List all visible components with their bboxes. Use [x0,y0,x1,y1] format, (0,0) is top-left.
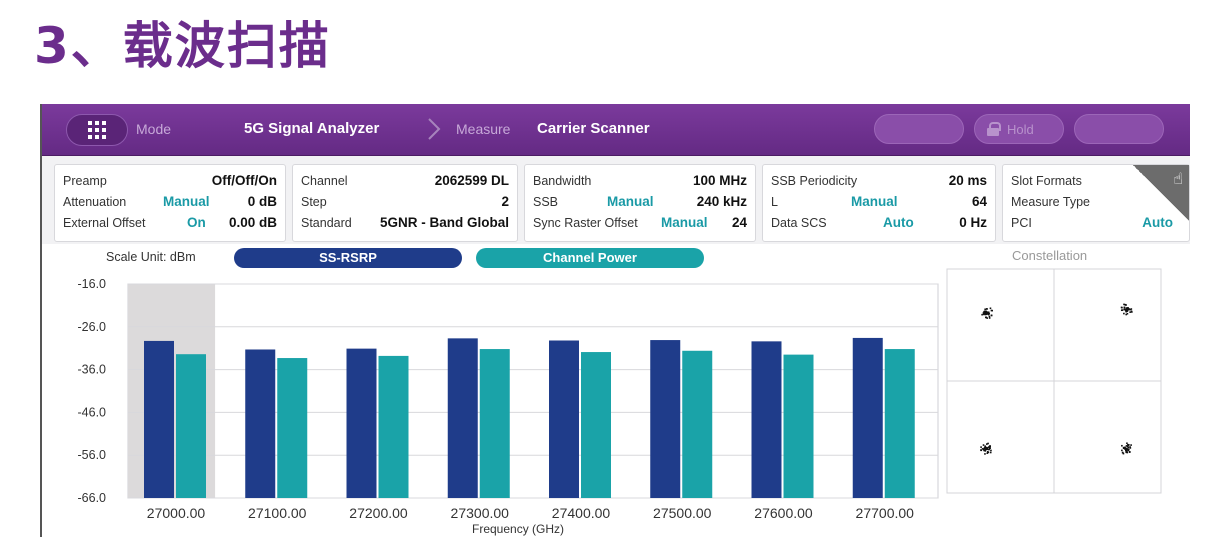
ssb-periodicity-value: 20 ms [948,173,987,188]
sync-raster-offset-value: 24 [731,215,747,230]
x-axis-label: Frequency (GHz) [472,522,565,536]
external-offset-label: External Offset [63,216,146,230]
x-tick-label: 27400.00 [552,505,611,521]
chevron-right-icon [428,118,441,140]
step-value: 2 [501,194,509,209]
x-tick-label: 27100.00 [248,505,307,521]
constellation-title: Constellation [1012,248,1088,263]
parameter-bar: Preamp Off/Off/On Attenuation Manual 0 d… [42,156,1190,244]
l-value: 64 [971,194,987,209]
standard-label: Standard [301,216,352,230]
x-tick-label: 27500.00 [653,505,712,521]
bar-ss-rsrp[interactable] [751,341,782,498]
ssb-label: SSB [533,195,559,209]
l-label: L [771,195,778,209]
attenuation-label: Attenuation [63,195,127,209]
panel-amplitude[interactable]: Preamp Off/Off/On Attenuation Manual 0 d… [54,164,286,242]
constellation-plot [946,268,1162,494]
ssb-value: 240 kHz [696,194,747,209]
y-tick-label: -56.0 [78,448,107,462]
bar-ss-rsrp[interactable] [144,340,174,498]
preamp-label: Preamp [63,174,107,188]
scale-unit-label: Scale Unit: dBm [106,250,196,264]
data-scs-mode: Auto [883,215,914,230]
mode-label: Mode [136,121,172,137]
panel-channel[interactable]: Channel 2062599 DL Step 2 Standard 5GNR … [292,164,518,242]
panel-slot[interactable]: Slot Formats Measure Type PCI Auto ☝ [1002,164,1190,242]
top-bar: Mode 5G Signal Analyzer Measure Carrier … [42,104,1190,156]
lock-icon [987,122,1001,136]
ssb-periodicity-label: SSB Periodicity [771,174,858,188]
bar-channel-power[interactable] [277,358,308,498]
panel-bandwidth[interactable]: Bandwidth 100 MHz SSB Manual 240 kHz Syn… [524,164,756,242]
instrument-screen: Mode 5G Signal Analyzer Measure Carrier … [40,104,1190,537]
bar-channel-power[interactable] [479,349,510,498]
hold-label: Hold [1007,121,1034,137]
measure-value[interactable]: Carrier Scanner [537,120,650,137]
x-tick-label: 27600.00 [754,505,813,521]
data-scs-label: Data SCS [771,216,827,230]
bar-channel-power[interactable] [378,355,409,498]
x-tick-label: 27000.00 [147,505,206,521]
menu-button[interactable] [66,114,128,146]
pci-label: PCI [1011,216,1032,230]
legend-ss-rsrp[interactable]: SS-RSRP [234,248,462,268]
grid-icon [88,121,106,139]
measure-type-label: Measure Type [1011,195,1090,209]
bar-ss-rsrp[interactable] [447,338,478,498]
bar-channel-power[interactable] [783,354,814,498]
bar-channel-power[interactable] [884,349,915,498]
bandwidth-label: Bandwidth [533,174,592,188]
function-button-1[interactable] [874,114,964,144]
y-tick-label: -66.0 [78,491,107,505]
y-tick-label: -26.0 [78,320,107,334]
bar-ss-rsrp[interactable] [650,340,681,498]
attenuation-value: 0 dB [247,194,277,209]
x-tick-label: 27300.00 [451,505,510,521]
standard-value: 5GNR - Band Global [379,215,509,230]
bar-ss-rsrp[interactable] [852,337,883,498]
legend-channel-power[interactable]: Channel Power [476,248,704,268]
bandwidth-value: 100 MHz [692,173,747,188]
panel-ssb[interactable]: SSB Periodicity 20 ms L Manual 64 Data S… [762,164,996,242]
y-tick-label: -16.0 [78,277,107,291]
sync-raster-offset-label: Sync Raster Offset [533,216,638,230]
ssb-mode: Manual [607,194,654,209]
preamp-value: Off/Off/On [211,173,277,188]
bar-ss-rsrp[interactable] [549,340,579,498]
measure-label: Measure [456,121,511,137]
hold-button[interactable]: Hold [974,114,1064,144]
bar-ss-rsrp[interactable] [245,349,276,498]
attenuation-mode: Manual [163,194,210,209]
sync-raster-offset-mode: Manual [661,215,708,230]
bar-ss-rsrp[interactable] [346,348,377,498]
bar-channel-power[interactable] [581,352,611,498]
mode-value[interactable]: 5G Signal Analyzer [244,120,380,137]
l-mode: Manual [851,194,898,209]
step-label: Step [301,195,327,209]
slot-formats-label: Slot Formats [1011,174,1082,188]
bar-channel-power[interactable] [682,350,713,498]
bar-chart[interactable]: -16.0 -26.0 -36.0 -46.0 -56.0 -66.0 27000.00 27… [42,244,942,537]
panel-expand-tab[interactable]: ☝ [1133,165,1189,221]
external-offset-value: 0.00 dB [228,215,277,230]
channel-label: Channel [301,174,348,188]
x-tick-label: 27700.00 [856,505,915,521]
function-button-2[interactable] [1074,114,1164,144]
channel-value: 2062599 DL [434,173,509,188]
x-tick-label: 27200.00 [349,505,408,521]
y-tick-label: -46.0 [78,405,107,419]
y-tick-label: -36.0 [78,363,107,377]
slide-title: 3、载波扫描 [34,17,331,75]
bar-channel-power[interactable] [176,354,206,498]
hand-pointer-icon: ☝ [1173,169,1183,188]
chart-area: Scale Unit: dBm SS-RSRP Channel Power Co… [42,244,1190,537]
external-offset-mode: On [187,215,206,230]
data-scs-value: 0 Hz [959,215,987,230]
